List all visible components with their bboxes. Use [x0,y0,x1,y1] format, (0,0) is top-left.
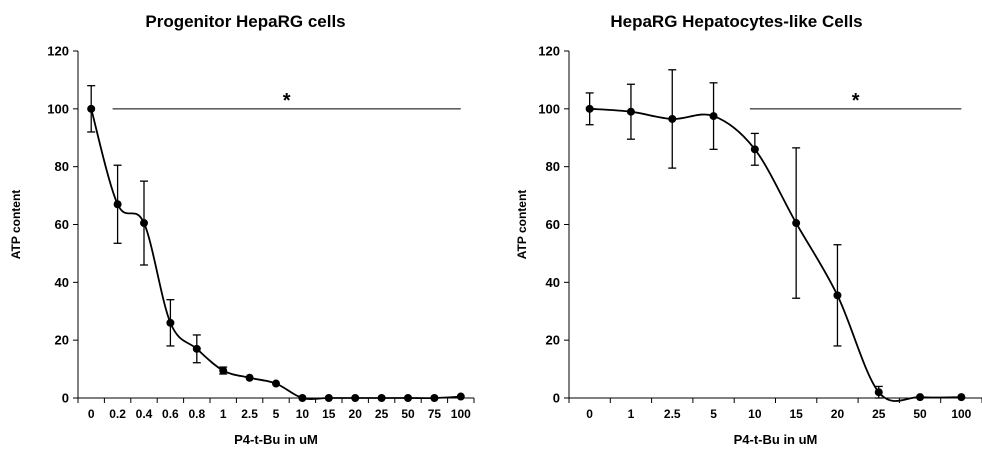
x-tick-label: 2.5 [241,407,258,421]
data-point [585,104,594,113]
x-tick-label: 100 [451,407,471,421]
data-point [245,373,254,382]
data-point [668,114,677,123]
x-tick-label: 15 [322,407,336,421]
y-tick-label: 80 [55,159,69,174]
x-tick-label: 25 [375,407,389,421]
data-point [430,394,439,402]
data-point [377,394,386,402]
x-tick-label: 100 [951,407,971,421]
data-point [957,393,966,402]
data-point [404,394,412,402]
data-point [87,104,96,113]
data-point [192,344,201,353]
chart-panel-hepatocytes: HepaRG Hepatocytes-like Cells 0 20 40 60 80 1… [491,0,982,450]
significance-label: * [852,90,860,112]
chart-title: HepaRG Hepatocytes-like Cells [610,12,863,31]
data-point [140,219,148,228]
x-tick-label: 20 [831,407,845,421]
data-point [298,394,307,402]
y-tick-label: 40 [546,275,560,290]
x-tick-label: 10 [748,407,762,421]
x-tick-label: 15 [789,407,803,421]
y-tick-label: 0 [62,391,69,406]
data-point [456,392,465,401]
y-tick-label: 20 [546,333,560,348]
x-tick-label: 5 [710,407,717,421]
x-tick-label: 50 [913,407,927,421]
data-point [166,318,175,327]
y-tick-label: 120 [47,44,69,59]
data-point [750,145,759,154]
chart-progenitor-svg: 0 20 40 60 80 100 120 0 0.2 0.4 0.6 0.8 1 2.5 5 10 15 20 2… [9,44,475,447]
x-tick-label: 0.2 [109,407,126,421]
series-line [90,108,461,400]
x-tick-label: 10 [296,407,310,421]
x-tick-label: 75 [428,407,442,421]
data-point [113,200,122,209]
x-axis-label: P4-t-Bu in uM [234,432,318,447]
data-point [219,366,228,375]
data-point [792,219,801,228]
chart-hepatocytes-svg: 0 20 40 60 80 100 120 0 1 2.5 5 10 15 20 25 50 100 P4-t-B… [515,44,982,447]
x-tick-label: 0 [88,407,95,421]
x-tick-label: 0.8 [188,407,205,421]
data-point [833,291,842,300]
chart-title: Progenitor HepaRG cells [145,12,346,31]
y-tick-label: 20 [55,333,69,348]
data-point [626,107,635,116]
y-tick-label: 0 [553,391,560,406]
x-tick-label: 0.4 [136,407,153,421]
y-axis-label: ATP content [9,190,23,260]
series-line [589,107,962,402]
x-tick-label: 1 [220,407,227,421]
data-point [874,388,883,397]
chart-panel-progenitor: Progenitor HepaRG cells 0 20 40 60 80 100 120 0… [9,12,475,447]
data-point [272,379,280,388]
x-tick-label: 2.5 [664,407,681,421]
y-tick-label: 100 [47,101,69,116]
x-tick-label: 5 [273,407,280,421]
y-tick-label: 40 [55,275,69,290]
x-tick-label: 20 [349,407,363,421]
x-tick-label: 50 [401,407,415,421]
data-point [324,394,333,402]
y-tick-label: 100 [538,101,560,116]
y-tick-label: 120 [538,44,560,59]
data-point [709,112,718,121]
data-point [916,393,925,402]
x-tick-label: 1 [628,407,635,421]
y-tick-label: 80 [546,159,560,174]
significance-label: * [283,90,291,112]
x-tick-label: 25 [872,407,886,421]
x-axis-label: P4-t-Bu in uM [734,432,818,447]
y-tick-label: 60 [546,217,560,232]
y-axis-label: ATP content [515,190,529,260]
x-tick-label: 0.6 [162,407,179,421]
y-tick-label: 60 [55,217,69,232]
data-point [351,394,360,402]
x-tick-label: 0 [586,407,593,421]
